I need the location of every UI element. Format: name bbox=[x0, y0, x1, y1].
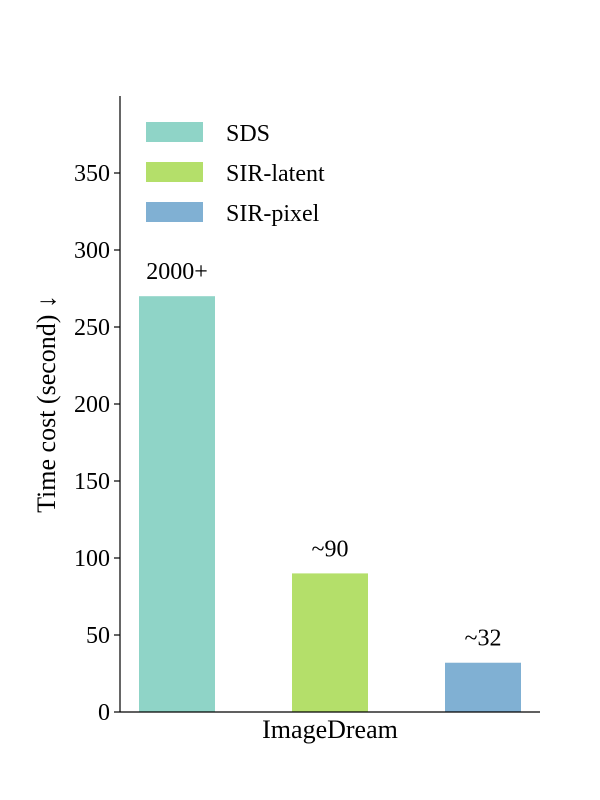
y-axis-label: Time cost (second) ↓ bbox=[32, 295, 61, 513]
bar-labels-group: 2000+ ~90 ~32 bbox=[146, 259, 501, 652]
legend-label: SDS bbox=[226, 121, 270, 147]
legend: SDS SIR-latent SIR-pixel bbox=[146, 121, 325, 227]
bar-sds bbox=[139, 296, 215, 712]
y-tick-label: 300 bbox=[74, 238, 110, 264]
y-axis-ticks: 0 50 100 150 200 250 300 350 bbox=[74, 161, 120, 726]
x-axis-label: ImageDream bbox=[262, 715, 398, 744]
y-tick-label: 350 bbox=[74, 161, 110, 187]
y-tick-label: 50 bbox=[86, 623, 110, 649]
legend-swatch bbox=[146, 162, 203, 182]
y-tick-label: 200 bbox=[74, 392, 110, 418]
bars-group bbox=[139, 296, 521, 712]
bar-sir-pixel bbox=[445, 662, 521, 712]
y-tick-label: 150 bbox=[74, 469, 110, 495]
legend-swatch bbox=[146, 122, 203, 142]
bar-value-label: ~32 bbox=[465, 626, 502, 652]
legend-label: SIR-latent bbox=[226, 161, 325, 187]
legend-label: SIR-pixel bbox=[226, 201, 320, 227]
y-tick-label: 250 bbox=[74, 315, 110, 341]
y-tick-label: 100 bbox=[74, 546, 110, 572]
bar-value-label: ~90 bbox=[312, 536, 349, 562]
bar-sir-latent bbox=[292, 573, 368, 712]
y-tick-label: 0 bbox=[98, 700, 110, 726]
legend-swatch bbox=[146, 202, 203, 222]
bar-value-label: 2000+ bbox=[146, 259, 208, 285]
